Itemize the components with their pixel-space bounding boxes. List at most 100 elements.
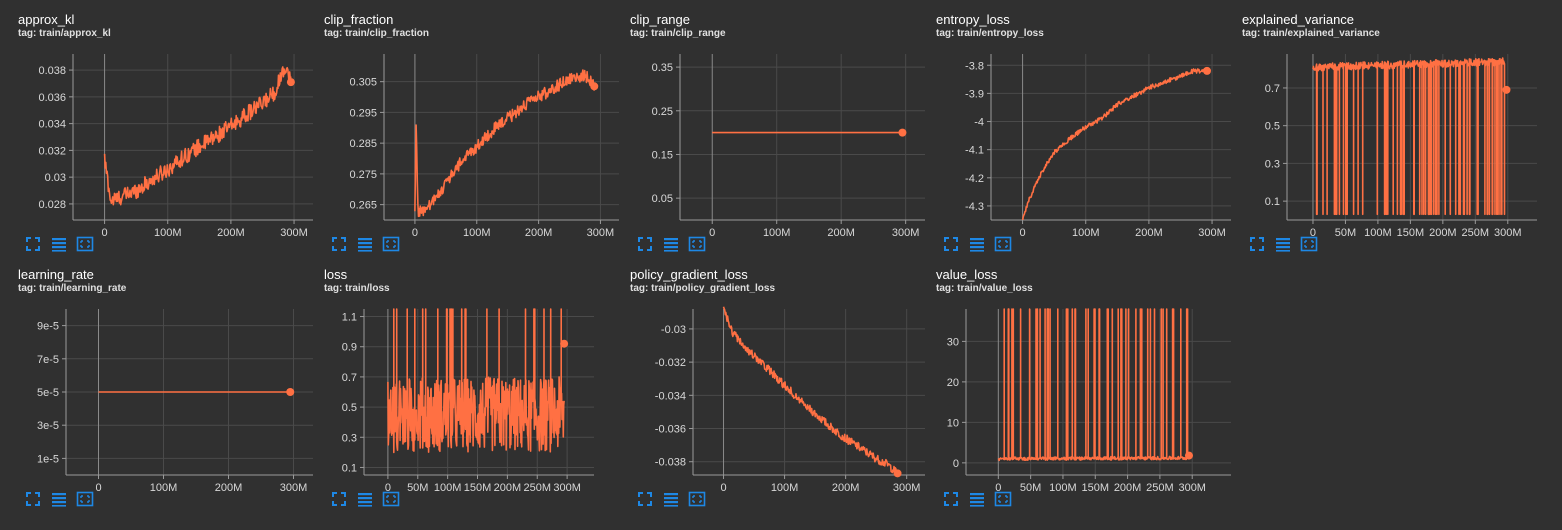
data-table-icon[interactable] [662,490,680,508]
y-tick-label: 0.034 [38,119,66,131]
x-tick-label: 250M [523,482,551,494]
y-tick-label: 0.03 [45,172,66,184]
fullscreen-icon[interactable] [24,235,42,253]
last-value-marker [893,469,902,478]
x-tick-label: 0 [95,482,101,494]
fit-domain-icon[interactable] [688,490,706,508]
scalar-card-learning-rate: learning_rate tag: train/learning_rate 1e-… [18,267,318,517]
card-tag: tag: train/clip_fraction [324,28,430,39]
y-tick-label: 1e-5 [37,453,59,465]
fullscreen-icon[interactable] [330,235,348,253]
fit-domain-icon[interactable] [76,235,94,253]
x-tick-label: 250M [1146,482,1174,494]
scalar-card-policy-gradient-loss: policy_gradient_loss tag: train/policy_gr… [630,267,930,517]
last-value-marker [1203,66,1211,75]
x-tick-label: 300M [553,482,581,494]
x-tick-label: 300M [587,227,615,239]
fit-domain-icon[interactable] [688,235,706,253]
fit-domain-icon[interactable] [994,235,1012,253]
fit-domain-icon[interactable] [382,235,400,253]
fullscreen-icon[interactable] [636,490,654,508]
data-table-icon[interactable] [356,490,374,508]
y-tick-label: 0.7 [1265,83,1280,95]
x-tick-label: 50M [407,482,428,494]
card-title: explained_variance [1242,12,1355,27]
chart-plot[interactable]: 0.028 0.03 0.032 0.034 0.036 0.038 0 100M 200M 30… [18,42,318,239]
last-value-marker [286,388,295,396]
y-tick-label: -4.3 [965,201,984,213]
card-title: entropy_loss [936,12,1010,27]
x-tick-label: 100M [463,227,491,239]
y-tick-label: 0.038 [38,65,66,77]
data-table-icon[interactable] [662,235,680,253]
fullscreen-icon[interactable] [330,490,348,508]
y-tick-label: -0.038 [655,457,686,469]
card-title: learning_rate [18,267,94,282]
series-line [387,308,565,454]
data-table-icon[interactable] [50,490,68,508]
fullscreen-icon[interactable] [942,490,960,508]
y-tick-label: 0.7 [342,372,357,384]
x-tick-label: 200M [217,227,245,239]
y-tick-label: -0.03 [661,324,686,336]
scalar-card-entropy-loss: entropy_loss tag: train/entropy_loss -4.3-… [936,12,1236,262]
x-tick-label: 250M [1462,227,1490,239]
card-tag: tag: train/policy_gradient_loss [630,283,776,294]
x-tick-label: 300M [1494,227,1522,239]
x-tick-label: 0 [720,482,726,494]
fit-domain-icon[interactable] [994,490,1012,508]
x-tick-label: 0 [1310,227,1316,239]
chart-plot[interactable]: -0.038 -0.036 -0.034 -0.032 -0.03 0 100M 200M 30… [630,297,930,494]
series-line [103,66,292,206]
card-title: value_loss [936,267,998,282]
fullscreen-icon[interactable] [942,235,960,253]
chart-plot[interactable]: 0.1 0.3 0.5 0.7 0.9 1.1 0 50M 100M 150M 200M 250M 30… [324,297,624,494]
card-title: approx_kl [18,12,75,27]
data-table-icon[interactable] [1274,235,1292,253]
x-tick-label: 150M [1082,482,1110,494]
scalar-card-explained-variance: explained_variance tag: train/explained_v… [1242,12,1542,262]
card-tag: tag: train/explained_variance [1242,28,1380,39]
chart-plot[interactable]: 0.1 0.3 0.5 0.7 0 50M 100M 150M 200M 250M 300M [1242,42,1542,239]
x-tick-label: 200M [1135,227,1163,239]
y-tick-label: 0.9 [342,342,357,354]
last-value-marker [1184,451,1193,460]
y-tick-label: 0.285 [349,138,377,150]
fit-domain-icon[interactable] [1300,235,1318,253]
y-tick-label: 0.036 [38,92,66,104]
series-line [414,69,596,218]
y-tick-label: 0.5 [1265,121,1280,133]
x-tick-label: 0 [995,482,1001,494]
data-table-icon[interactable] [968,235,986,253]
y-tick-label: 0.295 [349,107,377,119]
x-tick-label: 100M [763,227,791,239]
x-tick-label: 100M [434,482,462,494]
card-tag: tag: train/clip_range [630,28,726,39]
x-tick-label: 200M [525,227,553,239]
data-table-icon[interactable] [356,235,374,253]
y-tick-label: -4 [974,117,984,129]
fullscreen-icon[interactable] [24,490,42,508]
x-tick-label: 200M [494,482,522,494]
chart-plot[interactable]: -4.3 -4.2 -4.1 -4 -3.9 -3.8 0 100M 200M 300M [936,42,1236,239]
data-table-icon[interactable] [968,490,986,508]
series-line [722,306,899,475]
fit-domain-icon[interactable] [382,490,400,508]
y-tick-label: -0.034 [655,390,686,402]
chart-plot[interactable]: 0.265 0.275 0.285 0.295 0.305 0 100M 200M 300M [324,42,624,239]
card-title: clip_range [630,12,690,27]
y-tick-label: 5e-5 [37,387,59,399]
chart-plot[interactable]: 0 10 20 30 0 50M 100M 150M 200M 250M 300M [936,297,1236,494]
chart-plot[interactable]: 1e-5 3e-5 5e-5 7e-5 9e-5 0 100M 200M 300M [18,297,318,494]
card-title: loss [324,267,348,282]
chart-plot[interactable]: 0.05 0.15 0.25 0.35 0 100M 200M 300M [630,42,930,239]
fit-domain-icon[interactable] [76,490,94,508]
series-line [1312,57,1506,216]
data-table-icon[interactable] [50,235,68,253]
fullscreen-icon[interactable] [636,235,654,253]
y-tick-label: -0.036 [655,424,686,436]
x-tick-label: 300M [280,482,308,494]
fullscreen-icon[interactable] [1248,235,1266,253]
y-tick-label: 0.028 [38,199,66,211]
series-line [1021,67,1207,220]
